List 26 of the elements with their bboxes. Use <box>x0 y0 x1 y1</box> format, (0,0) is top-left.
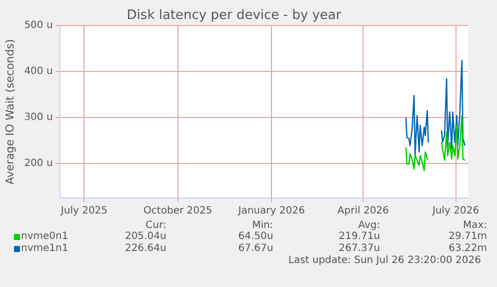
text: 219.71u <box>338 231 382 243</box>
x-tick-label: July 2025 <box>60 206 108 217</box>
text: 67.67u <box>237 243 274 255</box>
text: 205.04u <box>124 231 168 243</box>
text: 29.71m <box>448 231 488 243</box>
text: Min: <box>251 220 274 231</box>
chart-title: Disk latency per device - by year <box>126 8 342 24</box>
y-tick-label: 200 u <box>24 158 53 170</box>
y-tick-label: 300 u <box>24 112 53 124</box>
text: Cur: <box>144 220 168 231</box>
y-tick-label: 400 u <box>24 66 53 78</box>
text: Last update: Sun Jul 26 23:20:00 2026 <box>287 255 482 266</box>
text: Max: <box>462 220 488 231</box>
legend-label: nvme0n1 <box>21 231 68 243</box>
y-axis-title: Average IO Wait (seconds) <box>3 39 16 184</box>
x-tick-label: October 2025 <box>144 206 212 217</box>
text: 63.22m <box>448 243 488 255</box>
legend-label: nvme1n1 <box>21 243 68 255</box>
text: 267.37u <box>338 243 382 255</box>
y-tick-label: 500 u <box>24 20 53 32</box>
text: 226.64u <box>124 243 168 255</box>
x-tick-label: April 2026 <box>337 206 389 217</box>
text: 64.50u <box>237 231 274 243</box>
text: Avg: <box>357 220 382 231</box>
x-tick-label: January 2026 <box>237 206 305 217</box>
x-tick-label: July 2026 <box>431 206 480 217</box>
